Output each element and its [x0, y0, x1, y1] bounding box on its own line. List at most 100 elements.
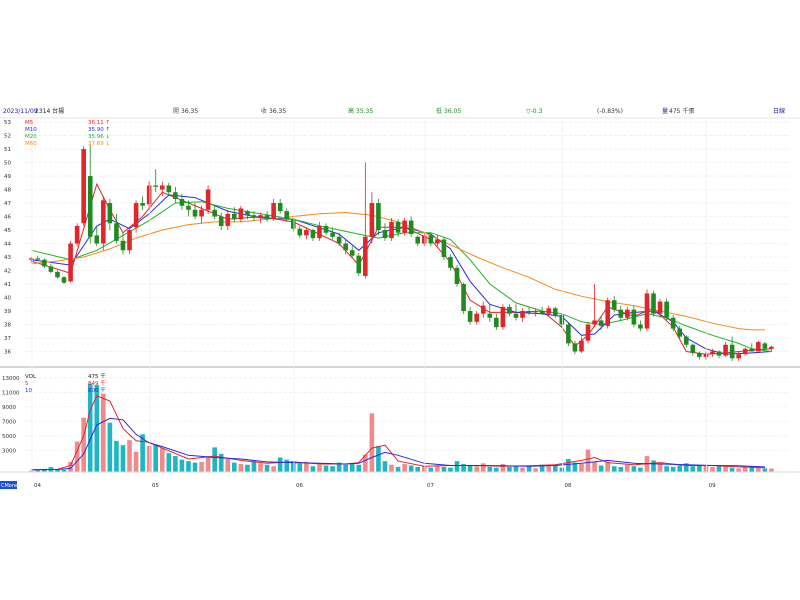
vol-legend-ma10-value: 800 千: [88, 386, 106, 394]
candle-body: [192, 209, 198, 217]
candle-body: [107, 203, 113, 224]
volume-bar: [729, 467, 735, 472]
legend-ma5-name: M5: [25, 120, 34, 126]
candle-body: [670, 317, 676, 329]
volume-bar: [35, 470, 41, 472]
volume-bar: [336, 462, 342, 472]
month-tick-label: 08: [565, 483, 572, 489]
candle-body: [42, 259, 47, 267]
price-axis: 36 37 38 39 40 41 42 43 44 45 46 47 48 49 50 51 52 53: [4, 120, 11, 355]
month-axis: 0405060708091011: [0, 118, 800, 489]
volume-bar: [330, 466, 335, 472]
volume-bar: [402, 464, 407, 472]
volume-bar: [762, 468, 768, 472]
candle-body: [363, 236, 368, 276]
volume-moving-averages: [31, 395, 765, 471]
volume-bar: [723, 466, 728, 472]
price-tick-label: 49: [4, 174, 11, 180]
candle-body: [690, 344, 696, 353]
volume-bar: [461, 464, 466, 472]
candle-body: [454, 267, 460, 285]
low-value: 36.05: [444, 108, 461, 115]
price-tick-label: 48: [4, 188, 11, 194]
candle-body: [533, 311, 538, 313]
price-tick-label: 41: [4, 282, 11, 288]
candle-body: [592, 320, 597, 325]
candle-body: [81, 149, 86, 224]
volume-bar: [513, 466, 519, 472]
candle-body: [376, 203, 381, 231]
volume-bar: [526, 466, 532, 472]
candle-body: [186, 205, 191, 210]
volume-bar: [205, 456, 211, 472]
volume-bar: [94, 385, 100, 472]
volume-bar: [343, 464, 348, 472]
volume-bar: [638, 467, 643, 472]
candle-body: [101, 200, 106, 244]
candle-body: [552, 308, 558, 316]
candle-body: [657, 301, 663, 314]
volume-bar: [566, 458, 571, 472]
volume-bar: [677, 465, 683, 472]
ma-line-m10: [31, 194, 772, 355]
price-tick-label: 45: [4, 228, 11, 234]
volume-bar: [579, 464, 584, 472]
close-value: 36.35: [269, 108, 286, 115]
candle-body: [526, 311, 532, 313]
volume-bar: [710, 466, 715, 472]
volume-bar: [212, 447, 217, 472]
candle-body: [742, 348, 748, 355]
candle-body: [114, 223, 119, 241]
volume-axis: 3000 5000 7000 9000 11000 13000: [2, 376, 20, 454]
header-stock-code: 2314 台揚: [35, 107, 64, 115]
candle-body: [87, 176, 93, 237]
candle-body: [769, 346, 774, 349]
price-tick-label: 43: [4, 255, 11, 261]
price-grid: [24, 121, 790, 352]
candle-body: [611, 300, 617, 310]
header-bar: 2023/11/09 2314 台揚 開 36.35 收 36.35 高 35.…: [0, 107, 800, 119]
candle-body: [441, 239, 447, 258]
candle-body: [723, 344, 728, 356]
candle-body: [179, 198, 185, 206]
candle-body: [140, 203, 145, 206]
candle-body: [146, 185, 152, 205]
volume-bar: [107, 422, 113, 472]
candle-body: [480, 305, 486, 314]
candle-body: [631, 309, 637, 325]
volume-bar: [199, 461, 204, 472]
candle-body: [749, 348, 755, 352]
volume-bar: [271, 466, 276, 472]
candle-body: [408, 220, 414, 235]
candle-body: [421, 235, 427, 244]
price-tick-label: 39: [4, 309, 11, 315]
candle-body: [55, 271, 60, 278]
candle-body: [28, 258, 34, 260]
volume-tick-label: 3000: [2, 448, 16, 454]
volume-bar: [284, 459, 290, 472]
change-value: ▽-0.3: [526, 108, 543, 115]
volume-bar: [323, 465, 329, 472]
candle-body: [579, 340, 584, 352]
volume-bar: [657, 463, 663, 472]
high-label: 高: [348, 107, 354, 115]
candle-body: [664, 301, 669, 318]
volume-bars: [28, 383, 774, 472]
price-tick-label: 50: [4, 161, 11, 167]
candle-body: [539, 311, 545, 314]
volume-bar: [159, 448, 165, 472]
price-tick-label: 47: [4, 201, 11, 207]
vol-legend-ma5-name: 5: [25, 381, 29, 387]
period-button[interactable]: 日線: [773, 107, 785, 115]
candle-body: [199, 209, 204, 217]
volume-bar: [114, 440, 119, 472]
candle-body: [585, 324, 591, 341]
candle-body: [520, 311, 525, 318]
volume-bar: [376, 445, 381, 472]
volume-bar: [363, 454, 368, 472]
volume-bar: [769, 468, 774, 472]
vol-legend-ma10-name: 10: [25, 388, 32, 394]
candle-body: [264, 215, 270, 220]
candle-body: [349, 250, 355, 256]
volume-bar: [474, 466, 479, 472]
